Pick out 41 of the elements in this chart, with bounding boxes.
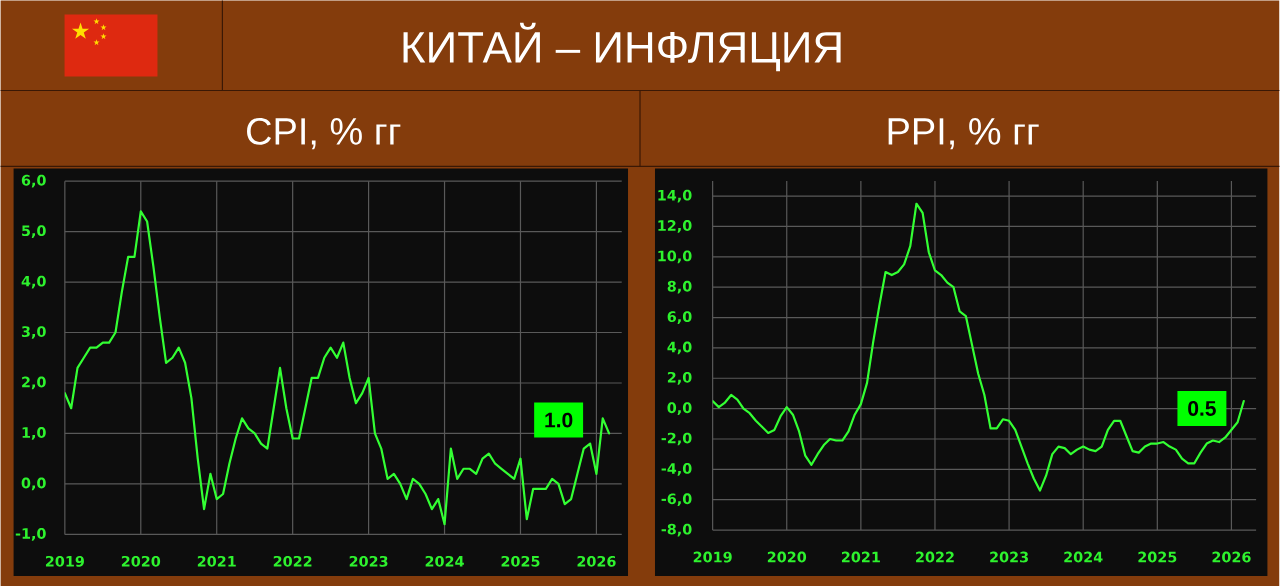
x-tick-label: 2025	[1138, 551, 1177, 563]
y-tick-label: 4,0	[21, 275, 46, 289]
x-tick-label: 2020	[121, 555, 161, 567]
x-tick-label: 2023	[990, 551, 1028, 563]
y-tick-label: 10,0	[658, 250, 692, 264]
y-tick-label: 8,0	[667, 280, 692, 294]
x-tick-label: 2026	[577, 555, 616, 567]
y-tick-label: 2,0	[22, 376, 46, 390]
chart-title: PPI, % гг	[888, 118, 1039, 150]
x-tick-label: 2026	[1212, 551, 1251, 563]
y-tick-label: -8,0	[661, 523, 692, 537]
x-tick-label: 2019	[45, 555, 84, 567]
y-tick-label: -1,0	[15, 528, 46, 541]
y-tick-label: -6,0	[661, 493, 692, 507]
x-tick-label: 2021	[841, 551, 880, 563]
y-tick-label: 6,0	[21, 174, 46, 188]
y-tick-label: 2,0	[667, 371, 692, 385]
chart-title: CPI, % гг	[247, 117, 401, 150]
x-tick-label: 2024	[425, 555, 464, 567]
y-tick-label: 3,0	[21, 326, 46, 339]
y-tick-label: 5,0	[22, 225, 46, 238]
annotation: 1.0	[545, 412, 573, 428]
y-tick-label: 6,0	[667, 311, 692, 324]
y-tick-label: 0,0	[21, 477, 46, 491]
y-tick-label: 12,0	[658, 220, 692, 233]
x-tick-label: 2023	[349, 555, 388, 567]
y-tick-label: -4,0	[661, 462, 692, 476]
annotation: 0.5	[1188, 401, 1216, 416]
x-tick-label: 2021	[197, 555, 236, 567]
y-tick-label: 4,0	[667, 341, 692, 355]
y-tick-label: 0,0	[667, 402, 692, 415]
y-tick-label: -2,0	[661, 432, 692, 446]
y-tick-label: 14,0	[658, 189, 692, 203]
x-tick-label: 2022	[916, 551, 954, 563]
text: КИТАЙ – ИНФЛЯЦИЯ	[403, 22, 841, 72]
x-tick-label: 2025	[501, 555, 540, 567]
x-tick-label: 2020	[767, 551, 807, 563]
x-tick-label: 2024	[1064, 551, 1103, 563]
y-tick-label: 1,0	[22, 427, 46, 440]
x-tick-label: 2022	[273, 555, 312, 567]
x-tick-label: 2019	[693, 551, 732, 563]
